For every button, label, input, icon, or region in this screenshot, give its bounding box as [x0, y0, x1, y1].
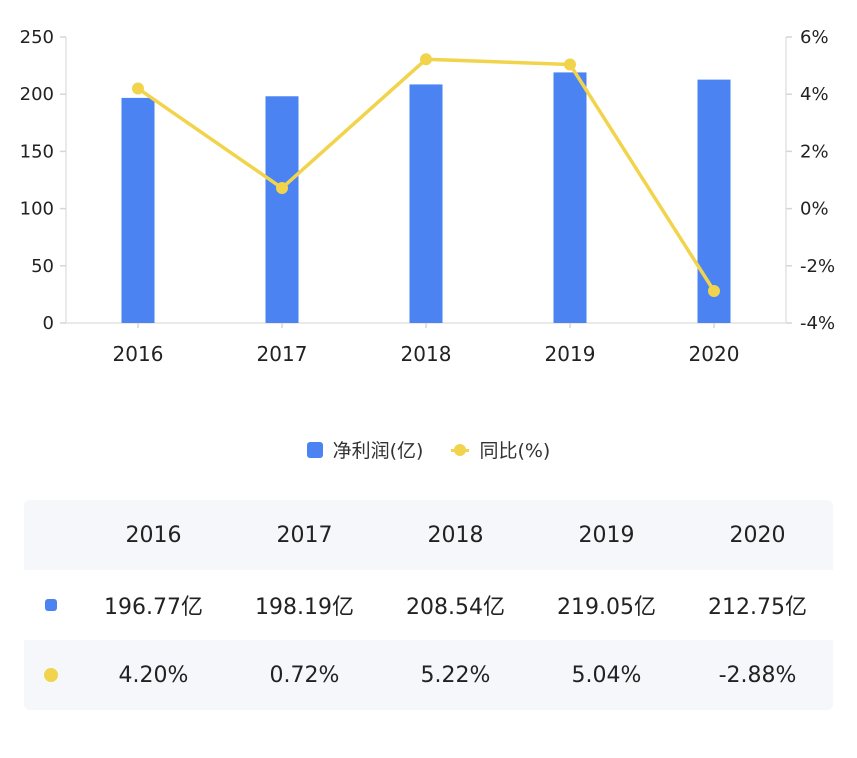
y-left-tick-label: 0: [43, 313, 54, 334]
yoy-point-2019: [564, 58, 576, 71]
y-right-tick-label: 4%: [800, 84, 829, 105]
legend-item-yoy[interactable]: 同比(%): [451, 436, 550, 463]
x-tick-label: 2019: [545, 342, 596, 366]
x-tick-label: 2016: [113, 342, 164, 366]
table-row: 196.77亿 198.19亿 208.54亿 219.05亿 212.75亿: [24, 570, 833, 640]
bar-2017: [265, 96, 299, 324]
table-header-row: 2016 2017 2018 2019 2020: [24, 500, 833, 570]
bar-2019: [553, 72, 587, 323]
table-header-cell: 2018: [427, 522, 484, 548]
y-left-tick-label: 150: [20, 141, 54, 162]
table-row-marker: [24, 668, 78, 682]
y-right-tick-label: 2%: [800, 141, 829, 162]
table-row-marker: [24, 599, 78, 611]
chart-legend: 净利润(亿) 同比(%): [0, 436, 857, 463]
y-left-tick-label: 100: [20, 199, 54, 220]
y-left-tick-label: 200: [20, 84, 54, 105]
table-header-cell: 2020: [729, 522, 786, 548]
combo-chart: 250 200 150 100 50 0 6% 4% 2% 0% -2% -4% 2016 2017 201…: [20, 27, 835, 366]
table-cell: 198.19亿: [255, 595, 354, 620]
y-right-tick-label: 0%: [800, 199, 829, 220]
legend-label: 同比(%): [479, 440, 551, 462]
yoy-point-2016: [132, 82, 144, 95]
bar-2018: [409, 84, 443, 323]
table-header-cell: 2017: [276, 522, 333, 548]
y-right-tick-label: -2%: [800, 256, 835, 277]
legend-label: 净利润(亿): [332, 440, 424, 462]
y-right-tick-label: 6%: [800, 27, 829, 48]
table-cell: 196.77亿: [104, 595, 203, 620]
table-cell: 219.05亿: [557, 595, 656, 620]
yoy-point-2017: [276, 182, 288, 195]
circle-marker-icon: [44, 668, 58, 682]
y-left-tick-label: 50: [31, 256, 54, 277]
y-left-tick-label: 250: [20, 27, 54, 48]
table-cell: 5.04%: [571, 662, 642, 688]
bar-2016: [121, 97, 155, 324]
data-table: 2016 2017 2018 2019 2020 196.77亿 198.19亿…: [24, 500, 833, 710]
table-cell: 0.72%: [269, 662, 340, 688]
x-tick-label: 2020: [689, 342, 740, 366]
legend-bar-swatch: [306, 441, 323, 458]
y-right-tick-label: -4%: [800, 313, 835, 334]
table-cell: 5.22%: [420, 662, 491, 688]
table-cell: 4.20%: [118, 662, 189, 688]
table-header-cell: 2019: [578, 522, 635, 548]
legend-line-swatch: [451, 442, 470, 458]
table-cell: -2.88%: [718, 662, 797, 688]
square-marker-icon: [45, 599, 57, 611]
x-tick-label: 2017: [257, 342, 308, 366]
x-tick-label: 2018: [401, 342, 452, 366]
legend-item-net-profit[interactable]: 净利润(亿): [306, 436, 424, 463]
table-header-cell: 2016: [125, 522, 182, 548]
table-row: 4.20% 0.72% 5.22% 5.04% -2.88%: [24, 640, 833, 710]
table-cell: 208.54亿: [406, 595, 505, 620]
bar-2020: [697, 79, 731, 323]
yoy-point-2020: [708, 284, 720, 297]
yoy-point-2018: [420, 53, 432, 66]
table-cell: 212.75亿: [708, 595, 807, 620]
